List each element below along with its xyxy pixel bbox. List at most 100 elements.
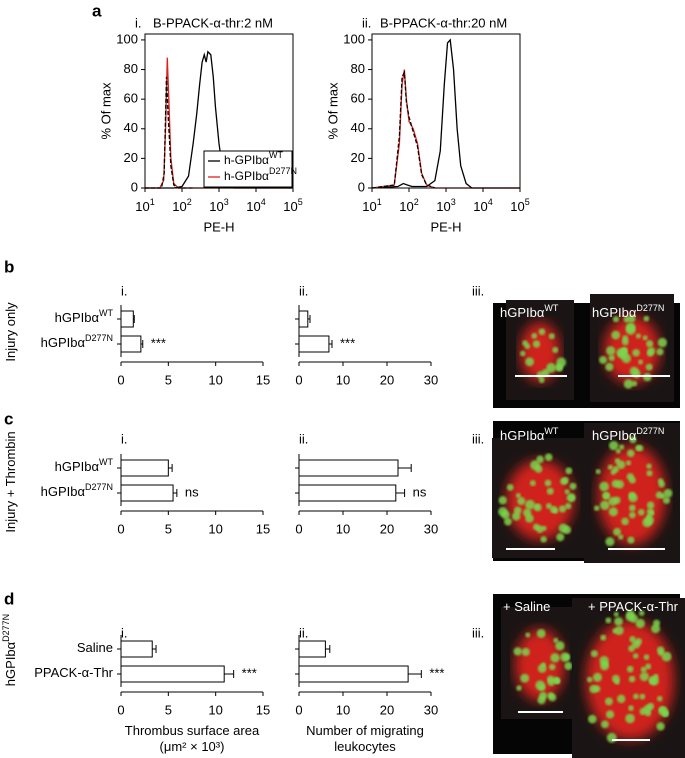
leukocyte xyxy=(564,661,573,671)
panel-label: i. xyxy=(121,625,128,640)
leukocyte xyxy=(605,362,614,372)
leukocyte xyxy=(541,525,547,531)
leukocyte xyxy=(623,379,634,389)
category-label-sup: D277N xyxy=(85,482,113,492)
leukocyte xyxy=(593,672,603,682)
leukocyte xyxy=(635,444,642,451)
legend-label: h-GPIbαWT xyxy=(224,150,283,167)
bar xyxy=(298,459,399,477)
leukocyte xyxy=(530,460,541,471)
y-tick-label: 20 xyxy=(351,150,365,165)
leukocyte xyxy=(544,479,552,487)
bar xyxy=(120,484,174,502)
category-label-text: PPACK-α-Thr xyxy=(34,665,113,680)
y-tick-label: 80 xyxy=(124,61,138,76)
leukocyte xyxy=(552,508,559,514)
leukocyte xyxy=(548,333,555,340)
significance: *** xyxy=(151,335,166,350)
leukocyte xyxy=(663,488,673,498)
legend-label-sup: D277N xyxy=(269,166,297,176)
leukocyte xyxy=(535,680,546,691)
x-tick-label: 103 xyxy=(209,197,228,214)
leukocyte xyxy=(645,663,652,670)
leukocyte xyxy=(600,500,610,510)
leukocyte xyxy=(550,653,560,663)
panel-letter: d xyxy=(4,589,14,608)
category-label: Saline xyxy=(77,640,113,655)
panel-label: ii. xyxy=(299,283,308,298)
y-tick-label: 40 xyxy=(124,120,138,135)
x-tick-label-sup: 5 xyxy=(525,197,530,207)
leukocyte xyxy=(657,337,668,348)
leukocyte xyxy=(546,362,557,373)
x-tick-label-sup: 3 xyxy=(451,197,456,207)
x-tick-label: 30 xyxy=(424,372,438,387)
leukocyte xyxy=(612,316,620,323)
leukocyte xyxy=(608,354,615,362)
x-tick-label-text: 10 xyxy=(246,199,260,214)
leukocyte xyxy=(646,513,652,520)
leukocyte xyxy=(544,453,553,462)
category-label: PPACK-α-Thr xyxy=(34,665,113,680)
x-axis-label-text: leukocytes xyxy=(334,739,396,754)
leukocyte xyxy=(621,338,629,346)
significance: ns xyxy=(185,484,199,499)
leukocyte xyxy=(590,650,598,658)
leukocyte xyxy=(534,504,540,510)
leukocyte xyxy=(588,714,597,724)
category-label-sup: WT xyxy=(99,308,113,318)
legend-label-text: h-GPIbα xyxy=(224,153,269,167)
image-caption-sup: WT xyxy=(544,426,558,436)
leukocyte xyxy=(606,732,617,743)
leukocyte xyxy=(649,675,659,686)
x-tick-label: 0 xyxy=(117,372,124,387)
x-tick-label: 10 xyxy=(336,521,350,536)
x-tick-label-text: 10 xyxy=(172,199,186,214)
leukocyte xyxy=(564,489,570,495)
x-tick-label: 20 xyxy=(380,372,394,387)
leukocyte xyxy=(646,340,654,348)
histogram-line xyxy=(371,69,520,189)
panel-label: iii. xyxy=(472,431,484,446)
bar xyxy=(120,459,169,477)
leukocyte xyxy=(656,348,664,356)
leukocyte xyxy=(605,710,615,719)
x-tick-label: 0 xyxy=(117,521,124,536)
leukocyte xyxy=(599,481,610,492)
leukocyte xyxy=(661,651,672,662)
leukocyte xyxy=(525,357,535,367)
image-caption-sup: WT xyxy=(544,303,558,313)
leukocyte xyxy=(629,436,637,444)
leukocyte xyxy=(561,476,569,484)
leukocyte xyxy=(513,647,522,656)
panel-label: ii. xyxy=(362,15,371,30)
category-label-text: hGPIbα xyxy=(41,335,86,350)
x-axis-label-text: Thrombus surface area xyxy=(125,723,260,738)
leukocyte xyxy=(558,523,568,533)
leukocyte xyxy=(536,455,544,464)
x-tick-label-sup: 3 xyxy=(224,197,229,207)
legend-label-text: h-GPIbα xyxy=(224,169,269,183)
leukocyte xyxy=(538,377,545,384)
x-tick-label: 0 xyxy=(295,372,302,387)
significance: *** xyxy=(242,665,257,680)
leukocyte xyxy=(547,692,554,699)
leukocyte xyxy=(555,641,565,651)
image-caption-sup: D277N xyxy=(636,426,664,436)
category-label: hGPIbαWT xyxy=(55,308,114,325)
leukocyte xyxy=(639,672,649,682)
leukocyte xyxy=(627,314,636,323)
leukocyte xyxy=(632,653,639,659)
leukocyte xyxy=(643,704,652,714)
image-caption-text: hGPIbα xyxy=(592,305,637,320)
leukocyte xyxy=(521,647,530,657)
leukocyte xyxy=(600,720,609,729)
x-tick-label-text: 10 xyxy=(209,199,223,214)
x-tick-label: 103 xyxy=(436,197,455,214)
leukocyte xyxy=(520,673,530,683)
x-tick-label: 0 xyxy=(117,702,124,717)
row-label: hGPIbαD277N xyxy=(1,614,18,686)
x-tick-label: 104 xyxy=(246,197,265,214)
chart-title: B-PPACK-α-thr:20 nM xyxy=(380,15,507,30)
leukocyte xyxy=(618,534,624,540)
